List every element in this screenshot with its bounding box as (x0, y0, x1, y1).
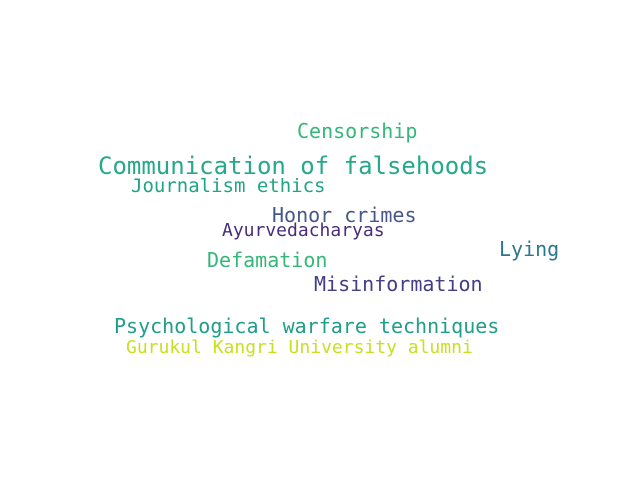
word-communication-of-falsehoods: Communication of falsehoods (98, 152, 489, 180)
word-defamation: Defamation (207, 248, 328, 272)
word-censorship: Censorship (297, 119, 418, 143)
word-honor-crimes: Honor crimes (272, 203, 417, 227)
word-lying: Lying (499, 237, 560, 261)
word-psychological-warfare-techniques: Psychological warfare techniques (114, 314, 500, 338)
word-ayurvedacharyas: Ayurvedacharyas (222, 220, 385, 241)
word-gurukul-kangri-university-alumni: Gurukul Kangri University alumni (126, 337, 473, 358)
word-misinformation: Misinformation (314, 272, 483, 296)
word-journalism-ethics: Journalism ethics (131, 175, 326, 197)
